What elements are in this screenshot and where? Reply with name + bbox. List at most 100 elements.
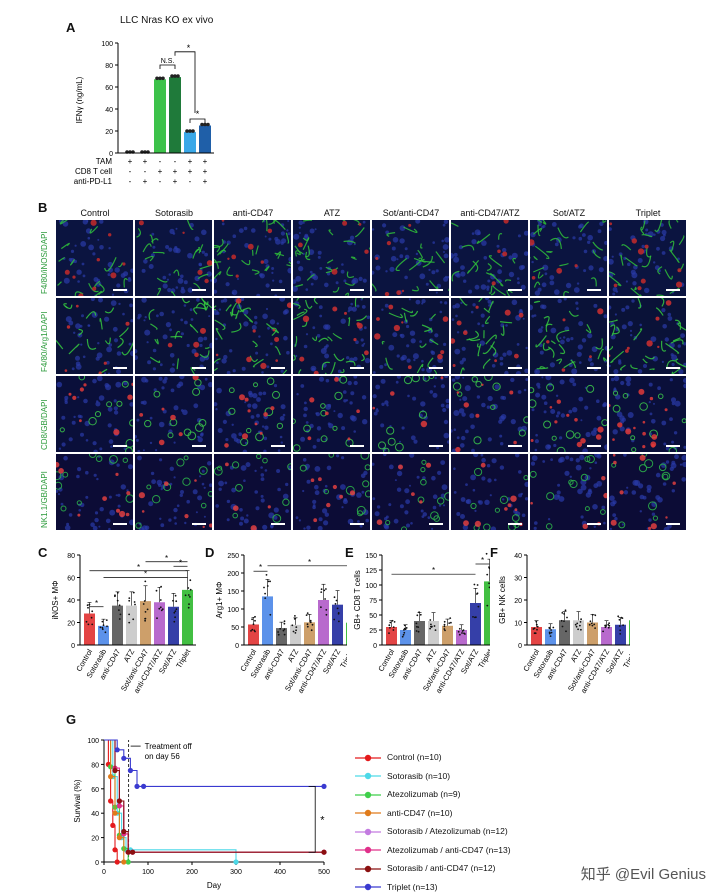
y-tick-label: 100: [87, 738, 99, 745]
data-point: [325, 588, 327, 590]
treatment-row-label: CD8 T cell: [75, 167, 112, 176]
data-point: [622, 624, 624, 627]
data-point: [473, 583, 476, 586]
data-point: [159, 606, 162, 609]
data-point: [116, 591, 119, 594]
y-tick-label: 150: [227, 589, 239, 596]
data-point: [589, 620, 592, 623]
data-point: [144, 580, 147, 583]
data-point: [251, 628, 254, 631]
data-point: [86, 604, 89, 607]
sig-bracket: [308, 785, 316, 853]
bar: [290, 624, 301, 645]
data-point: [485, 552, 488, 555]
data-point: [159, 599, 162, 601]
data-point: [88, 603, 91, 606]
scale-bar: [271, 289, 285, 291]
treatment-sign: +: [143, 177, 148, 186]
data-point: [575, 625, 578, 628]
data-point: [402, 633, 405, 636]
x-tick-label: 100: [142, 869, 154, 876]
data-point: [128, 621, 131, 624]
y-tick-label: 20: [105, 129, 113, 136]
data-point: [608, 624, 611, 627]
treatment-sign: -: [189, 177, 192, 186]
y-tick-label: 0: [95, 860, 99, 867]
micrograph-row-label: F4/80/iNOS/DAPI: [40, 231, 49, 294]
micrograph-tile: [214, 298, 291, 374]
treatment-sign: +: [158, 167, 163, 176]
data-point: [333, 618, 336, 621]
bar: [304, 622, 315, 645]
data-point: [608, 622, 610, 625]
survival-marker: [116, 803, 122, 809]
data-point: [574, 623, 577, 626]
scale-bar: [429, 289, 443, 291]
micrograph-tile: [135, 298, 212, 374]
data-point: [604, 626, 607, 629]
data-point: [189, 588, 192, 591]
data-point: [132, 591, 135, 594]
bar: [98, 625, 109, 645]
sig-label-ns: N.S.: [161, 58, 175, 65]
data-point: [548, 631, 551, 634]
bar: [276, 628, 287, 645]
data-point: [128, 597, 131, 599]
survival-marker: [130, 849, 136, 855]
data-point: [87, 606, 89, 609]
micrograph-column-label: Sotorasib: [154, 208, 194, 218]
y-tick-label: 20: [514, 598, 522, 605]
annotation-text: Treatment off: [145, 742, 193, 751]
micrograph-tile: [214, 376, 291, 452]
data-point: [580, 618, 582, 621]
survival-marker: [110, 822, 116, 828]
survival-marker: [121, 755, 127, 761]
data-point: [548, 627, 551, 630]
micrograph-tile: [214, 454, 291, 530]
treatment-sign: +: [143, 157, 148, 166]
y-axis-label: GB+ CD8 T cells: [353, 570, 362, 630]
sig-label: *: [259, 563, 262, 572]
data-point: [105, 619, 108, 621]
micrograph-tile: [293, 220, 370, 296]
panel-letter-d: D: [205, 545, 215, 560]
data-point: [160, 609, 163, 612]
data-point: [310, 629, 313, 632]
data-point: [619, 629, 622, 632]
scale-bar: [192, 445, 206, 447]
y-tick-label: 40: [105, 107, 113, 114]
data-point: [393, 621, 396, 623]
legend-label: Control (n=10): [387, 752, 442, 762]
scale-bar: [271, 523, 285, 525]
sig-bracket: [174, 51, 196, 113]
panel-a-title: LLC Nras KO ex vivo: [120, 15, 214, 26]
legend-label: Triplet (n=13): [387, 881, 438, 892]
data-point: [266, 585, 269, 587]
data-point: [404, 628, 407, 631]
sig-label: *: [432, 566, 435, 575]
data-point: [114, 594, 116, 597]
data-point: [561, 612, 564, 614]
data-point: [416, 614, 419, 617]
survival-curve: [104, 739, 324, 853]
data-point: [320, 606, 322, 609]
micrograph-tile: [530, 376, 607, 452]
data-point: [306, 623, 309, 626]
data-point: [392, 626, 395, 628]
data-point: [160, 585, 162, 588]
data-point: [429, 619, 432, 621]
data-point: [443, 625, 446, 628]
data-point: [306, 612, 309, 614]
survival-curve: [104, 739, 324, 853]
data-point: [85, 620, 88, 623]
data-point: [464, 633, 466, 635]
data-point: [325, 613, 328, 616]
survival-marker: [121, 828, 127, 835]
survival-marker: [108, 774, 114, 780]
data-point: [549, 635, 552, 637]
data-point: [133, 601, 136, 603]
legend-item: Sotorasib (n=10): [355, 771, 450, 782]
micrograph-tile: [135, 376, 212, 452]
data-point: [292, 630, 295, 633]
data-point: [309, 621, 312, 624]
